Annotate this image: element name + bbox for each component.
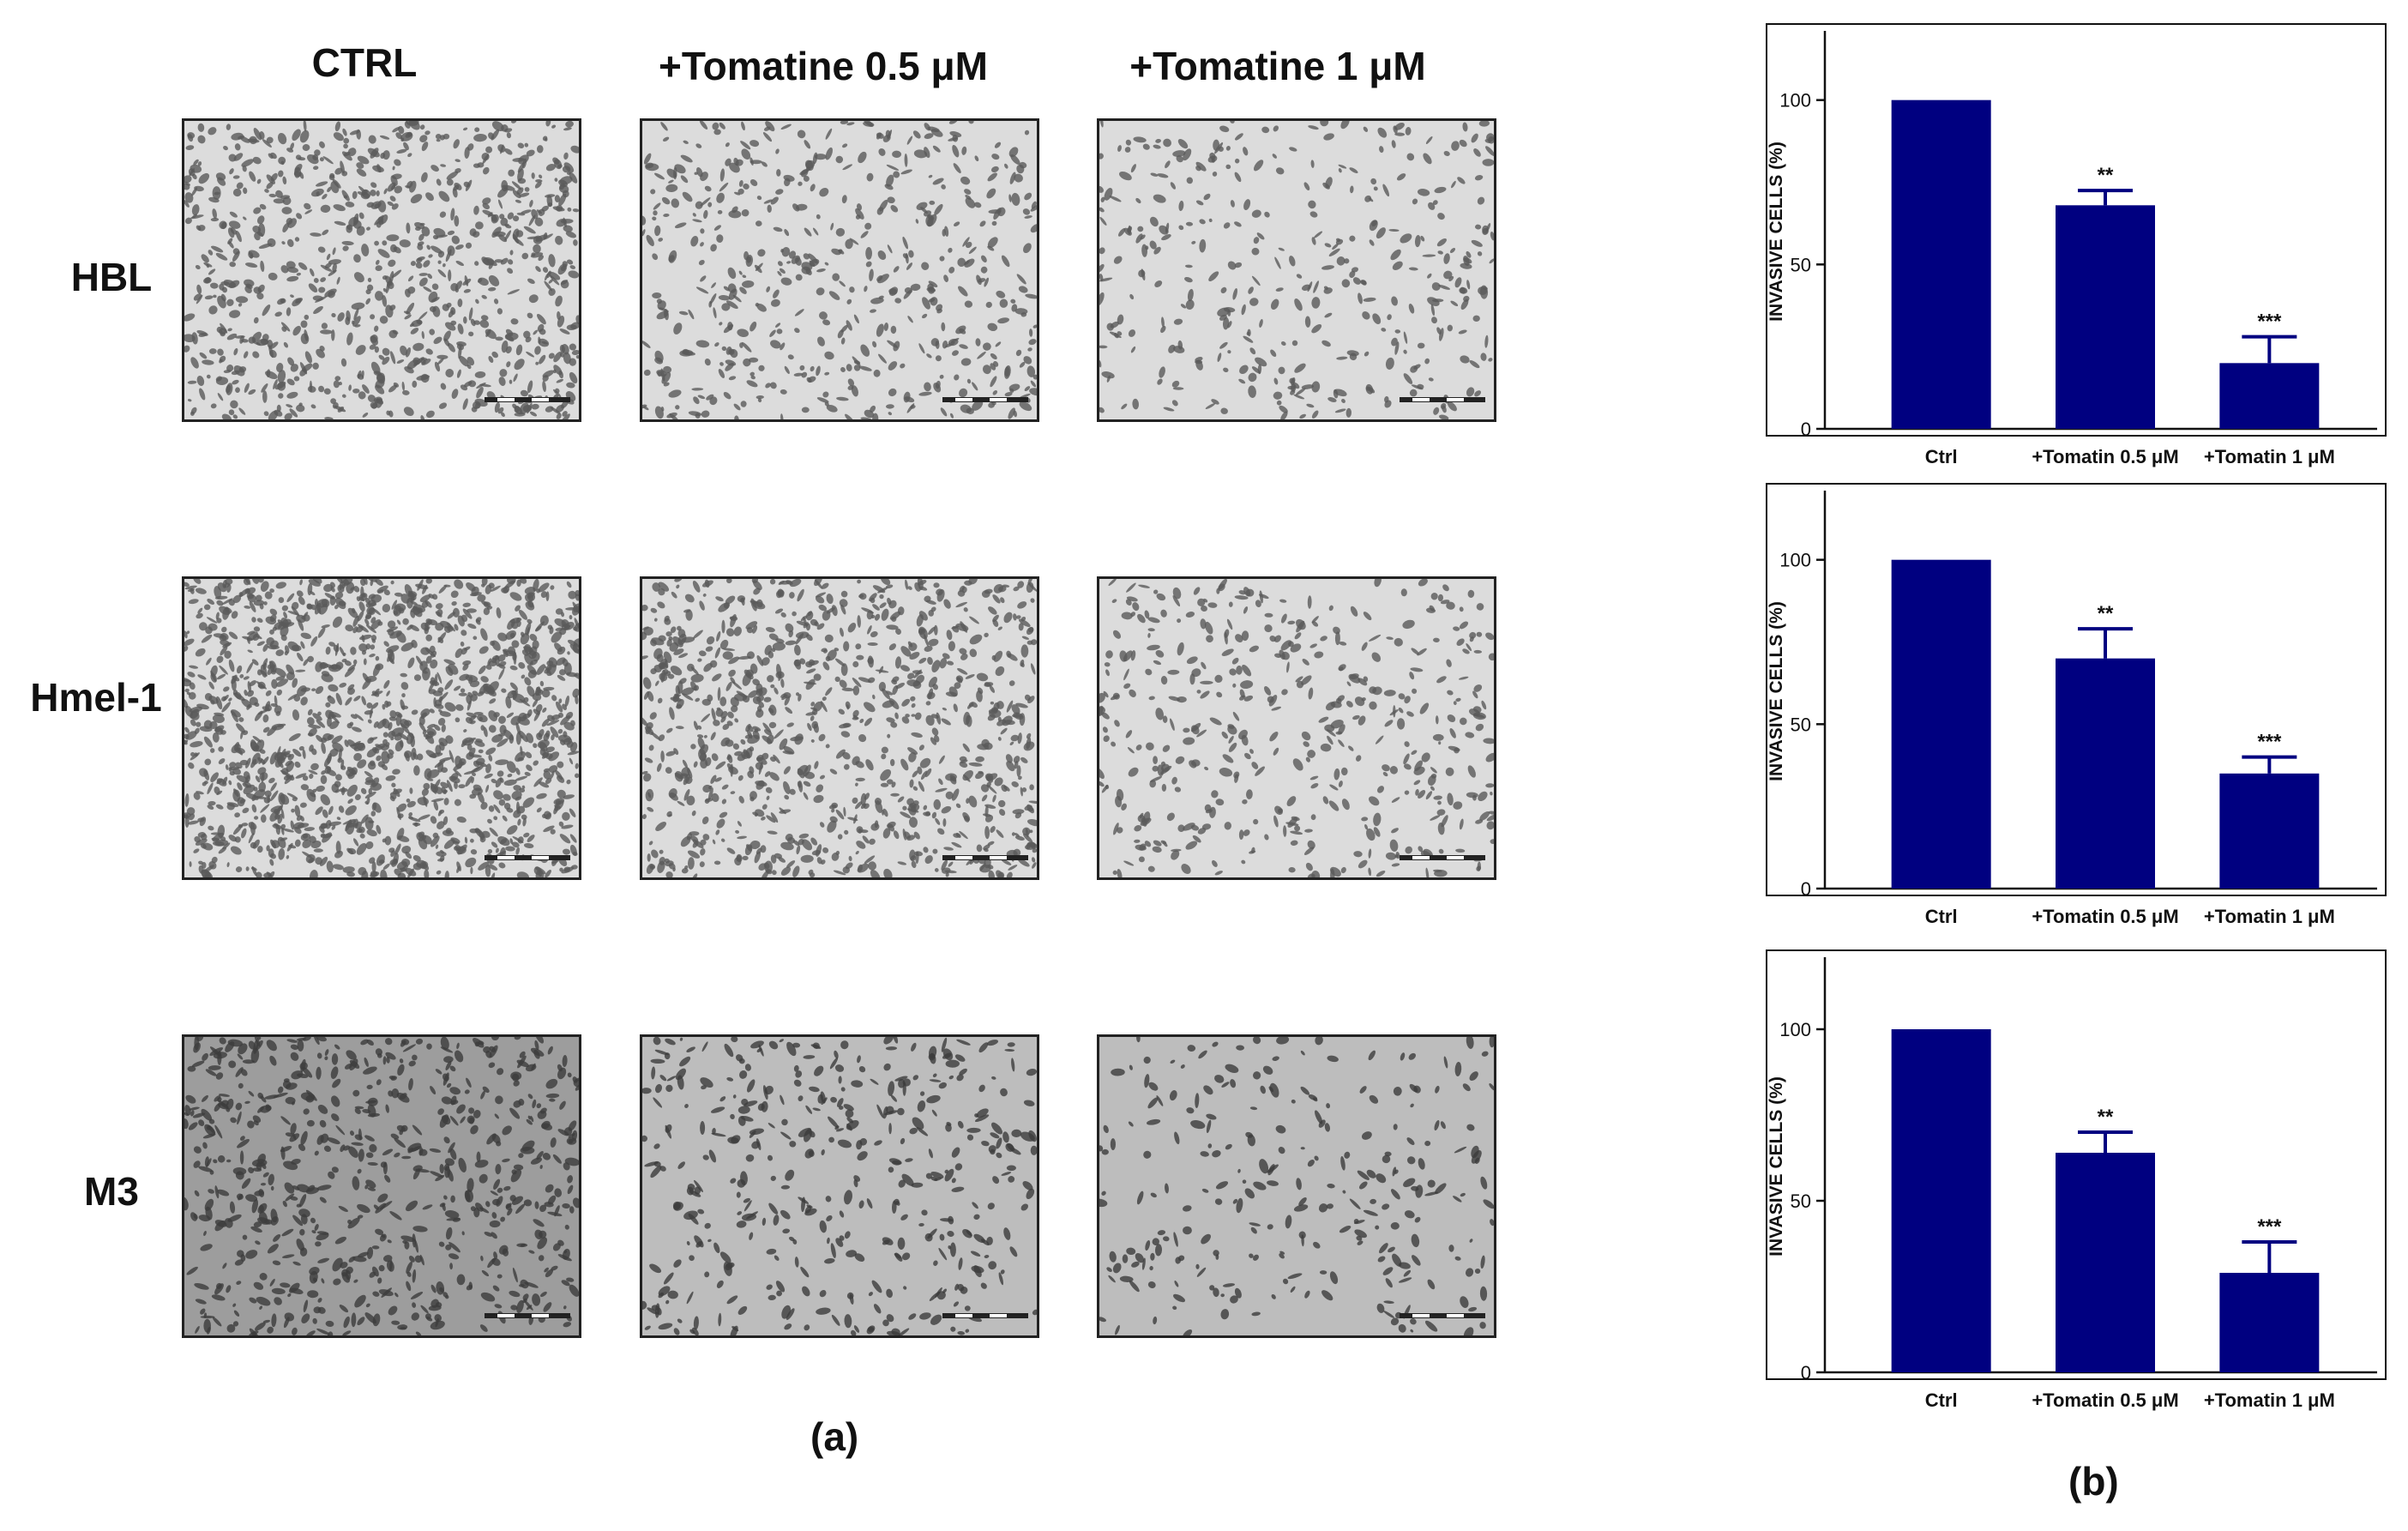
y-tick-label: 50 bbox=[1791, 254, 1811, 275]
category-label-0: Ctrl bbox=[1925, 906, 1958, 927]
bar-2 bbox=[2219, 363, 2320, 429]
scale-bar bbox=[942, 397, 1028, 402]
bar-2 bbox=[2219, 773, 2320, 889]
y-tick-label: 100 bbox=[1779, 90, 1811, 112]
column-header-tomatine-1: +Tomatine 1 μM bbox=[1129, 44, 1426, 88]
scale-bar bbox=[1400, 1313, 1485, 1318]
column-header-tomatine-05: +Tomatine 0.5 μM bbox=[659, 44, 988, 88]
scale-bar bbox=[485, 1313, 570, 1318]
y-tick-label: 50 bbox=[1791, 714, 1811, 735]
row-label-hmel-1: Hmel-1 bbox=[30, 675, 162, 720]
bar-1 bbox=[2056, 1153, 2155, 1372]
significance-marker-2: *** bbox=[2257, 731, 2282, 754]
y-tick-label: 100 bbox=[1779, 1019, 1811, 1040]
bar-0 bbox=[1891, 1029, 1991, 1372]
micrograph-m3-ctrl bbox=[182, 1034, 581, 1338]
y-tick-label: 0 bbox=[1801, 878, 1811, 900]
significance-marker-1: ** bbox=[2098, 602, 2114, 625]
y-axis-label: INVASIVE CELLS (%) bbox=[1767, 1076, 1786, 1257]
scale-bar bbox=[1400, 855, 1485, 860]
bar-1 bbox=[2056, 205, 2155, 430]
row-label-m3: M3 bbox=[84, 1169, 139, 1214]
category-label-1: +Tomatin 0.5 μM bbox=[2032, 1389, 2178, 1411]
micrograph-hbl-tomatine-1 bbox=[1097, 118, 1496, 422]
column-header-ctrl: CTRL bbox=[311, 40, 418, 85]
row-label-hbl: HBL bbox=[70, 255, 153, 299]
y-tick-label: 100 bbox=[1779, 550, 1811, 571]
micrograph-hbl-tomatine-05 bbox=[640, 118, 1039, 422]
y-tick-label: 0 bbox=[1801, 1362, 1811, 1383]
scale-bar bbox=[485, 855, 570, 860]
category-label-0: Ctrl bbox=[1925, 446, 1958, 467]
significance-marker-2: *** bbox=[2257, 1215, 2282, 1239]
scale-bar bbox=[942, 1313, 1028, 1318]
y-axis-label: INVASIVE CELLS (%) bbox=[1767, 142, 1786, 322]
bar-2 bbox=[2219, 1273, 2320, 1372]
panel-label-a: (a) bbox=[810, 1414, 859, 1459]
significance-marker-1: ** bbox=[2098, 164, 2114, 187]
invasion-chart-hbl: 0 50 100 INVASIVE CELLS (%) Ctrl ** +Tomatin 0… bbox=[1681, 17, 2401, 485]
chart-frame bbox=[1766, 949, 2387, 1380]
bar-0 bbox=[1891, 559, 1991, 889]
micrograph-hbl-ctrl bbox=[182, 118, 581, 422]
invasion-chart-m3: 0 50 100 INVASIVE CELLS (%) Ctrl ** +Tomatin 0… bbox=[1681, 943, 2401, 1428]
micrograph-hmel-1-tomatine-05 bbox=[640, 576, 1039, 880]
micrograph-m3-tomatine-05 bbox=[640, 1034, 1039, 1338]
micrograph-hmel-1-ctrl bbox=[182, 576, 581, 880]
chart-frame bbox=[1766, 483, 2387, 896]
invasion-chart-hmel-1: 0 50 100 INVASIVE CELLS (%) Ctrl ** +Tomatin 0… bbox=[1681, 477, 2401, 944]
chart-frame bbox=[1766, 23, 2387, 437]
panel-label-b: (b) bbox=[2068, 1459, 2119, 1504]
category-label-2: +Tomatin 1 μM bbox=[2204, 906, 2335, 927]
bar-1 bbox=[2056, 658, 2155, 889]
bar-0 bbox=[1891, 99, 1991, 430]
scale-bar bbox=[942, 855, 1028, 860]
y-axis-label: INVASIVE CELLS (%) bbox=[1767, 601, 1786, 781]
category-label-1: +Tomatin 0.5 μM bbox=[2032, 446, 2178, 467]
significance-marker-2: *** bbox=[2257, 310, 2282, 334]
scale-bar bbox=[1400, 397, 1485, 402]
micrograph-hmel-1-tomatine-1 bbox=[1097, 576, 1496, 880]
scale-bar bbox=[485, 397, 570, 402]
y-tick-label: 0 bbox=[1801, 419, 1811, 440]
micrograph-m3-tomatine-1 bbox=[1097, 1034, 1496, 1338]
category-label-1: +Tomatin 0.5 μM bbox=[2032, 906, 2178, 927]
significance-marker-1: ** bbox=[2098, 1106, 2114, 1129]
category-label-0: Ctrl bbox=[1925, 1389, 1958, 1411]
category-label-2: +Tomatin 1 μM bbox=[2204, 1389, 2335, 1411]
y-tick-label: 50 bbox=[1791, 1190, 1811, 1212]
category-label-2: +Tomatin 1 μM bbox=[2204, 446, 2335, 467]
